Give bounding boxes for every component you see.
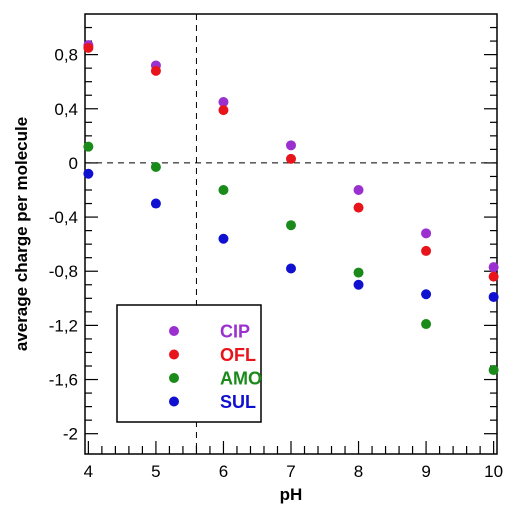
y-tick-label: -2 [63,425,78,444]
legend-label-cip: CIP [220,322,250,342]
y-tick-label: -1,6 [49,371,78,390]
data-points [83,40,499,376]
legend-label-ofl: OFL [220,345,256,365]
x-tick-label: 8 [354,462,363,481]
x-tick-label: 7 [286,462,295,481]
x-tick-label: 5 [151,462,160,481]
data-point-cip [353,185,364,195]
data-point-cip [218,97,229,107]
y-tick-label: -0,8 [49,262,78,281]
legend-items: CIP OFL AMO SUL [169,322,262,412]
x-axis-title: pH [280,485,303,504]
data-point-amo [421,319,432,330]
data-point-cip [286,140,296,151]
data-point-ofl [353,202,364,213]
y-tick-label: -0,4 [49,208,78,227]
legend-label-sul: SUL [220,392,256,412]
data-point-amo [150,161,161,172]
data-point-sul [218,233,229,244]
x-tick-label: 6 [219,462,228,481]
tick-labels: 4 5 6 7 8 9 10 0,8 0,4 0 -0,4 -0,8 -1,2 -1,6 -2 [49,46,503,481]
x-tick-label: 10 [484,462,503,481]
y-tick-label: 0 [69,154,78,173]
data-point-ofl [286,153,296,164]
data-point-sul [150,198,161,209]
y-axis-title: average charge per molecule [12,117,31,351]
data-point-sul [353,279,364,290]
x-tick-label: 9 [421,462,430,481]
legend-marker-sul [169,396,179,407]
legend-label-amo: AMO [220,369,262,389]
data-point-amo [353,267,364,278]
data-point-amo [286,220,296,231]
data-point-ofl [488,271,499,282]
y-tick-label: 0,8 [54,46,78,65]
data-point-ofl [150,65,161,76]
data-point-sul [421,289,432,300]
legend-box [116,304,262,423]
data-point-sul [488,291,499,302]
data-point-amo [218,185,229,195]
axis-ticks [85,26,497,454]
data-point-amo [488,365,499,376]
y-tick-label: 0,4 [54,100,78,119]
data-point-sul [83,168,94,179]
data-point-sul [286,263,296,274]
data-point-cip [488,262,499,273]
legend-marker-ofl [169,349,179,360]
y-tick-label: -1,2 [49,316,78,335]
data-point-ofl [421,245,432,256]
data-point-cip [421,228,432,239]
legend-marker-amo [169,373,179,383]
legend-marker-cip [169,326,179,336]
x-tick-label: 4 [84,462,93,481]
data-point-ofl [218,105,229,116]
legend: CIP OFL AMO SUL [116,304,262,423]
data-point-amo [83,141,94,152]
data-point-ofl [83,42,94,53]
